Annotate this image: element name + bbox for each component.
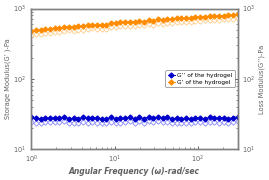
X-axis label: Angular Frequency (ω)-rad/sec: Angular Frequency (ω)-rad/sec xyxy=(69,167,200,176)
G’’ of the hydrogel xyxy=(34,117,38,120)
G’’ of the hydrogel xyxy=(194,117,197,119)
G’’ of the hydrogel xyxy=(133,118,136,120)
G’ of the hydrogel xyxy=(86,24,89,27)
G’ of the hydrogel xyxy=(161,19,164,21)
G’’ of the hydrogel xyxy=(227,118,230,120)
G’’ of the hydrogel xyxy=(147,116,150,118)
G’ of the hydrogel xyxy=(123,21,127,23)
Y-axis label: Loss Modulus(G’’)-Pa: Loss Modulus(G’’)-Pa xyxy=(258,44,265,114)
G’ of the hydrogel xyxy=(166,18,169,21)
G’ of the hydrogel xyxy=(30,30,33,32)
G’’ of the hydrogel xyxy=(137,116,141,118)
G’’ of the hydrogel xyxy=(170,118,174,120)
G’ of the hydrogel xyxy=(194,16,197,18)
G’’ of the hydrogel xyxy=(30,116,33,119)
G’ of the hydrogel xyxy=(77,25,80,27)
G’’ of the hydrogel xyxy=(77,118,80,120)
G’ of the hydrogel xyxy=(48,28,52,30)
G’’ of the hydrogel xyxy=(44,117,47,119)
G’’ of the hydrogel xyxy=(142,118,146,120)
G’ of the hydrogel xyxy=(147,19,150,22)
G’ of the hydrogel xyxy=(137,20,141,22)
G’’ of the hydrogel xyxy=(72,117,75,120)
G’ of the hydrogel xyxy=(67,25,70,28)
G’’ of the hydrogel xyxy=(114,118,117,120)
G’ of the hydrogel xyxy=(175,17,178,19)
G’ of the hydrogel xyxy=(34,29,38,31)
G’ of the hydrogel xyxy=(203,15,206,18)
G’ of the hydrogel xyxy=(236,13,239,15)
G’’ of the hydrogel xyxy=(63,116,66,118)
G’ of the hydrogel xyxy=(109,22,113,24)
G’’ of the hydrogel xyxy=(203,118,206,120)
G’’ of the hydrogel xyxy=(86,117,89,120)
G’ of the hydrogel xyxy=(170,18,174,20)
G’’ of the hydrogel xyxy=(123,117,127,119)
G’ of the hydrogel xyxy=(189,17,192,19)
G’ of the hydrogel xyxy=(222,15,225,17)
G’’ of the hydrogel xyxy=(222,117,225,119)
G’’ of the hydrogel xyxy=(185,117,188,119)
G’ of the hydrogel xyxy=(91,23,94,26)
G’’ of the hydrogel xyxy=(156,116,160,118)
G’ of the hydrogel xyxy=(53,27,56,30)
G’’ of the hydrogel xyxy=(236,116,239,118)
G’’ of the hydrogel xyxy=(189,118,192,120)
G’ of the hydrogel xyxy=(63,26,66,28)
G’’ of the hydrogel xyxy=(128,116,132,118)
G’ of the hydrogel xyxy=(105,24,108,26)
G’ of the hydrogel xyxy=(213,15,216,17)
G’’ of the hydrogel xyxy=(109,116,113,119)
G’ of the hydrogel xyxy=(81,25,84,27)
G’ of the hydrogel xyxy=(128,21,132,23)
G’ of the hydrogel xyxy=(44,28,47,31)
G’’ of the hydrogel xyxy=(67,118,70,120)
G’ of the hydrogel xyxy=(133,21,136,23)
G’’ of the hydrogel xyxy=(91,117,94,119)
G’ of the hydrogel xyxy=(58,27,61,29)
G’ of the hydrogel xyxy=(72,26,75,28)
G’’ of the hydrogel xyxy=(213,117,216,119)
G’ of the hydrogel xyxy=(119,21,122,23)
G’’ of the hydrogel xyxy=(95,117,99,120)
Legend: G’’ of the hydrogel, G’ of the hydrogel: G’’ of the hydrogel, G’ of the hydrogel xyxy=(165,70,235,87)
G’’ of the hydrogel xyxy=(53,117,56,119)
G’’ of the hydrogel xyxy=(166,116,169,118)
Line: G’ of the hydrogel: G’ of the hydrogel xyxy=(30,13,239,33)
Y-axis label: Storage Modulus(G’ )-Pa: Storage Modulus(G’ )-Pa xyxy=(4,39,11,119)
G’ of the hydrogel xyxy=(114,22,117,24)
G’’ of the hydrogel xyxy=(39,118,42,120)
G’’ of the hydrogel xyxy=(199,117,202,119)
G’’ of the hydrogel xyxy=(100,118,103,120)
G’ of the hydrogel xyxy=(39,29,42,31)
G’ of the hydrogel xyxy=(227,14,230,16)
G’ of the hydrogel xyxy=(95,24,99,26)
G’’ of the hydrogel xyxy=(161,116,164,119)
G’ of the hydrogel xyxy=(100,24,103,26)
G’’ of the hydrogel xyxy=(231,117,235,119)
G’’ of the hydrogel xyxy=(180,118,183,120)
G’’ of the hydrogel xyxy=(48,117,52,119)
G’ of the hydrogel xyxy=(217,15,221,17)
G’’ of the hydrogel xyxy=(58,117,61,119)
G’ of the hydrogel xyxy=(231,14,235,17)
G’ of the hydrogel xyxy=(199,16,202,18)
G’ of the hydrogel xyxy=(208,15,211,17)
G’’ of the hydrogel xyxy=(208,116,211,118)
G’’ of the hydrogel xyxy=(217,117,221,119)
G’ of the hydrogel xyxy=(180,17,183,19)
G’ of the hydrogel xyxy=(156,18,160,21)
G’’ of the hydrogel xyxy=(105,118,108,120)
G’’ of the hydrogel xyxy=(119,117,122,120)
G’ of the hydrogel xyxy=(185,17,188,19)
G’ of the hydrogel xyxy=(142,21,146,23)
Line: G’’ of the hydrogel: G’’ of the hydrogel xyxy=(30,115,239,121)
G’’ of the hydrogel xyxy=(152,117,155,119)
G’’ of the hydrogel xyxy=(175,117,178,119)
G’’ of the hydrogel xyxy=(81,116,84,119)
G’ of the hydrogel xyxy=(152,20,155,22)
